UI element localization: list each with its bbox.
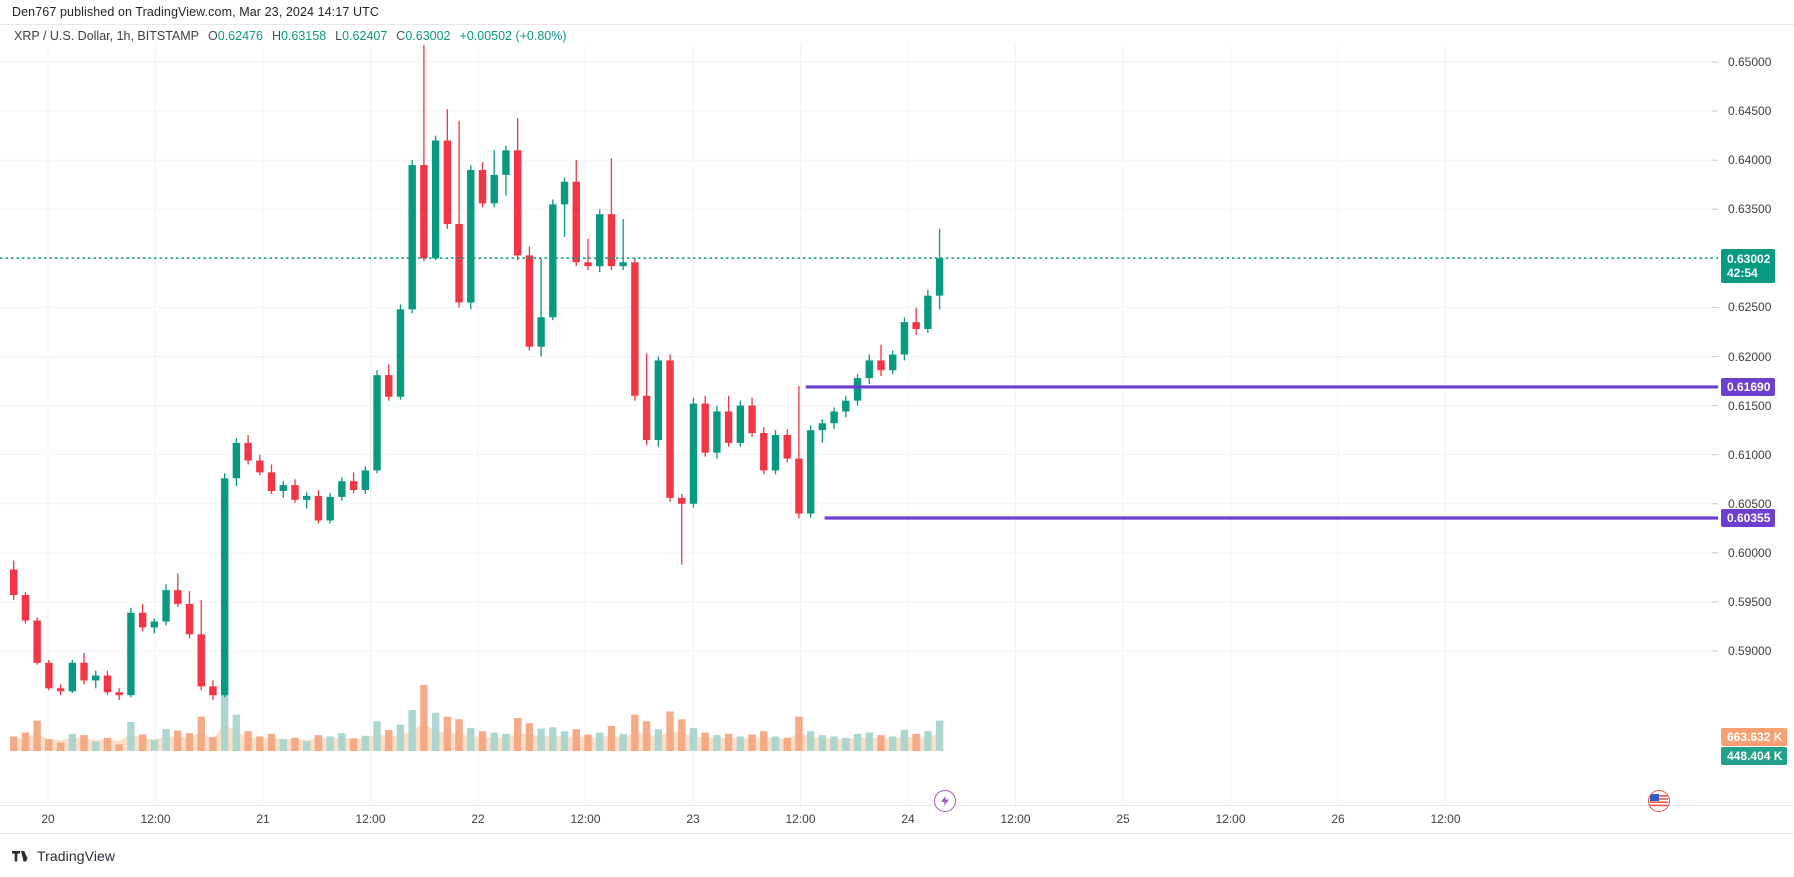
- time-axis[interactable]: 20 12:00 21 12:00 22 12:00 23 12:00 24 12:00 25 12:…: [0, 806, 1794, 834]
- time-tick-label: 21: [256, 812, 270, 826]
- lightning-event-marker[interactable]: [934, 790, 956, 812]
- last-price-value: 0.63002: [1727, 252, 1771, 267]
- price-tick-label: 0.64000: [1728, 153, 1772, 168]
- price-tick-label: 0.62500: [1728, 300, 1772, 315]
- legend-low-label: L: [335, 29, 343, 43]
- volume-low-badge[interactable]: 448.404 K: [1721, 747, 1788, 765]
- volume-high-value: 663.632 K: [1727, 730, 1783, 744]
- legend-low-value: 0.62407: [342, 29, 388, 43]
- price-tick-label: 0.62000: [1728, 349, 1772, 364]
- price-tick-label: 0.61500: [1728, 398, 1772, 413]
- last-price-badge[interactable]: 0.63002 42:54: [1721, 249, 1776, 284]
- price-tick-label: 0.59500: [1728, 594, 1772, 609]
- time-tick-label: 20: [41, 812, 55, 826]
- legend-open-label: O: [208, 29, 218, 43]
- level-high-badge[interactable]: 0.61690: [1721, 377, 1776, 396]
- time-tick-label: 12:00: [570, 812, 601, 826]
- time-tick-label: 12:00: [785, 812, 816, 826]
- footer-branding: TradingView: [12, 848, 115, 864]
- price-tick-label: 0.65000: [1728, 55, 1772, 69]
- us-flag-event-marker[interactable]: [1648, 790, 1670, 812]
- legend-change-value: +0.00502 (+0.80%): [459, 29, 567, 43]
- chart-plot-pane[interactable]: [0, 45, 1718, 805]
- time-tick-label: 22: [471, 812, 485, 826]
- time-axis-divider-bottom: [0, 833, 1794, 834]
- volume-high-badge[interactable]: 663.632 K: [1721, 728, 1788, 746]
- price-tick-label: 0.59000: [1728, 644, 1772, 658]
- time-tick-label: 23: [686, 812, 700, 826]
- bar-countdown: 42:54: [1727, 266, 1758, 281]
- time-tick-label: 26: [1331, 812, 1345, 826]
- legend-high-label: H: [271, 29, 281, 43]
- time-tick-label: 12:00: [355, 812, 386, 826]
- tradingview-logo-icon: [12, 850, 30, 861]
- time-tick-label: 12:00: [1430, 812, 1461, 826]
- header-divider: [0, 24, 1794, 25]
- level-low-badge[interactable]: 0.60355: [1721, 508, 1776, 527]
- legend-close-value: 0.63002: [405, 29, 451, 43]
- price-tick-label: 0.63500: [1728, 202, 1772, 217]
- price-tick-label: 0.64500: [1728, 104, 1772, 119]
- level-high-value: 0.61690: [1727, 379, 1771, 394]
- us-flag-icon: [1650, 794, 1668, 807]
- candlestick-svg: [0, 45, 1718, 805]
- time-tick-label: 12:00: [140, 812, 171, 826]
- legend-symbol[interactable]: XRP / U.S. Dollar, 1h, BITSTAMP: [14, 29, 200, 43]
- time-tick-label: 12:00: [1215, 812, 1246, 826]
- level-low-value: 0.60355: [1727, 510, 1771, 525]
- volume-low-value: 448.404 K: [1727, 749, 1783, 763]
- legend-high-value: 0.63158: [280, 29, 327, 43]
- legend-open-value: 0.62476: [217, 29, 263, 43]
- tradingview-brand-label: TradingView: [37, 848, 116, 864]
- publisher-line: Den767 published on TradingView.com, Mar…: [12, 5, 380, 19]
- price-tick-label: 0.60000: [1728, 545, 1772, 560]
- price-tick-label: 0.61000: [1728, 447, 1772, 462]
- chart-legend: XRP / U.S. Dollar, 1h, BITSTAMP O0.62476 H…: [14, 29, 567, 43]
- time-axis-divider-top: [0, 805, 1794, 806]
- legend-close-label: C: [396, 29, 406, 43]
- lightning-bolt-icon: [941, 796, 949, 806]
- time-tick-label: 24: [901, 812, 915, 826]
- time-tick-label: 12:00: [1000, 812, 1031, 826]
- price-axis[interactable]: 0.65000 0.64500 0.64000 0.63500 0.62500 0.620…: [1718, 45, 1794, 805]
- time-tick-label: 25: [1116, 812, 1130, 826]
- price-tick-label: 0.60500: [1728, 496, 1772, 511]
